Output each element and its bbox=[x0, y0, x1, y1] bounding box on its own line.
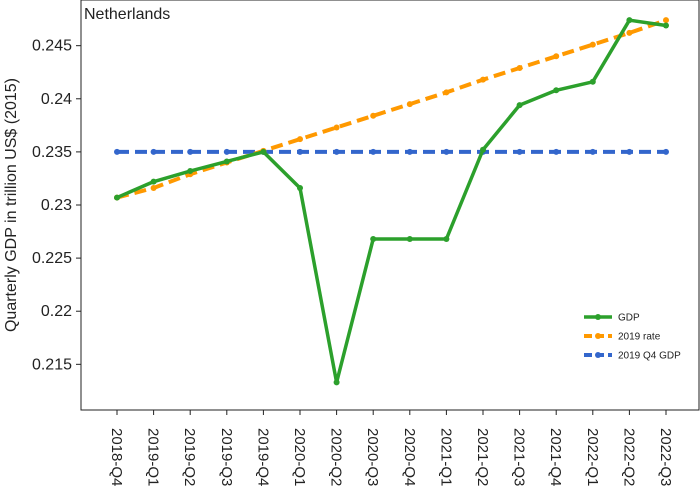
legend-item: 2019 Q4 GDP bbox=[584, 351, 681, 362]
x-axis: 2018-Q4 2019-Q1 2019-Q2 2019-Q3 2019-Q4 2020-… bbox=[108, 410, 674, 486]
y-axis: 0.215 0.22 0.225 0.23 0.235 0.24 0.245 bbox=[32, 38, 81, 373]
data-point bbox=[406, 235, 413, 242]
series-line bbox=[116, 18, 667, 200]
data-point bbox=[480, 76, 486, 83]
x-tick-label: 2020-Q2 bbox=[328, 428, 345, 486]
data-point bbox=[150, 185, 157, 192]
data-point bbox=[150, 148, 157, 155]
data-point bbox=[406, 101, 413, 108]
y-tick-label: 0.215 bbox=[32, 356, 72, 373]
data-point bbox=[516, 148, 523, 155]
legend: GDP 2019 rate 2019 Q4 GDP bbox=[584, 313, 681, 362]
data-point bbox=[443, 89, 450, 96]
data-point bbox=[297, 185, 303, 192]
legend-marker bbox=[595, 352, 601, 358]
legend-item: GDP bbox=[584, 313, 640, 324]
data-point bbox=[589, 148, 596, 155]
x-tick-label: 2021-Q3 bbox=[511, 428, 528, 486]
data-point bbox=[297, 148, 303, 155]
data-point bbox=[626, 17, 633, 24]
y-tick-label: 0.23 bbox=[41, 197, 72, 214]
data-point bbox=[187, 168, 194, 175]
x-tick-label: 2019-Q2 bbox=[181, 428, 198, 486]
x-tick-label: 2019-Q3 bbox=[218, 428, 235, 486]
x-tick-label: 2019-Q4 bbox=[254, 428, 271, 486]
series-2019-q4-gdp bbox=[114, 148, 669, 155]
chart-title: Netherlands bbox=[84, 6, 170, 23]
data-point bbox=[626, 29, 633, 36]
data-point bbox=[589, 78, 596, 85]
y-tick-label: 0.235 bbox=[32, 144, 72, 161]
data-point bbox=[223, 148, 230, 155]
data-point bbox=[443, 148, 450, 155]
data-point bbox=[553, 148, 560, 155]
x-tick-label: 2020-Q4 bbox=[401, 428, 418, 486]
series-line bbox=[116, 18, 667, 385]
data-point bbox=[114, 148, 120, 155]
data-point bbox=[333, 379, 340, 386]
data-point bbox=[333, 124, 340, 131]
legend-label: 2019 Q4 GDP bbox=[618, 351, 681, 362]
legend-marker bbox=[595, 314, 601, 320]
data-point bbox=[370, 235, 377, 242]
data-point bbox=[516, 64, 523, 71]
x-tick-label: 2022-Q1 bbox=[584, 428, 601, 486]
x-tick-label: 2018-Q4 bbox=[108, 428, 125, 486]
x-tick-label: 2020-Q1 bbox=[291, 428, 308, 486]
data-point bbox=[223, 158, 230, 165]
data-point bbox=[663, 148, 669, 155]
legend-label: 2019 rate bbox=[618, 332, 661, 343]
data-point bbox=[480, 146, 486, 153]
y-tick-label: 0.245 bbox=[32, 38, 72, 55]
legend-marker bbox=[595, 333, 601, 339]
x-tick-label: 2021-Q1 bbox=[437, 428, 454, 486]
x-tick-label: 2021-Q2 bbox=[474, 428, 491, 486]
x-tick-label: 2019-Q1 bbox=[145, 428, 162, 486]
x-tick-label: 2021-Q4 bbox=[547, 428, 564, 486]
x-tick-label: 2022-Q3 bbox=[657, 428, 674, 486]
series-2019-rate bbox=[114, 17, 669, 201]
data-point bbox=[370, 148, 377, 155]
x-tick-label: 2022-Q2 bbox=[620, 428, 637, 486]
data-point bbox=[114, 194, 120, 201]
series-layer bbox=[114, 17, 669, 386]
series-gdp bbox=[114, 17, 669, 386]
data-point bbox=[406, 148, 413, 155]
y-axis-label: Quarterly GDP in trillion US$ (2015) bbox=[3, 78, 20, 332]
data-point bbox=[516, 102, 523, 109]
y-tick-label: 0.24 bbox=[41, 91, 72, 108]
data-point bbox=[663, 22, 669, 29]
y-tick-label: 0.22 bbox=[41, 303, 72, 320]
data-point bbox=[260, 148, 267, 155]
y-tick-label: 0.225 bbox=[32, 250, 72, 267]
x-tick-label: 2020-Q3 bbox=[364, 428, 381, 486]
data-point bbox=[553, 87, 560, 94]
data-point bbox=[333, 148, 340, 155]
data-point bbox=[663, 17, 669, 24]
legend-label: GDP bbox=[618, 313, 640, 324]
data-point bbox=[443, 235, 450, 242]
data-point bbox=[187, 148, 194, 155]
data-point bbox=[297, 136, 303, 143]
data-point bbox=[553, 53, 560, 60]
data-point bbox=[370, 112, 377, 119]
data-point bbox=[626, 148, 633, 155]
data-point bbox=[589, 41, 596, 48]
data-point bbox=[150, 178, 157, 185]
legend-item: 2019 rate bbox=[584, 332, 661, 343]
